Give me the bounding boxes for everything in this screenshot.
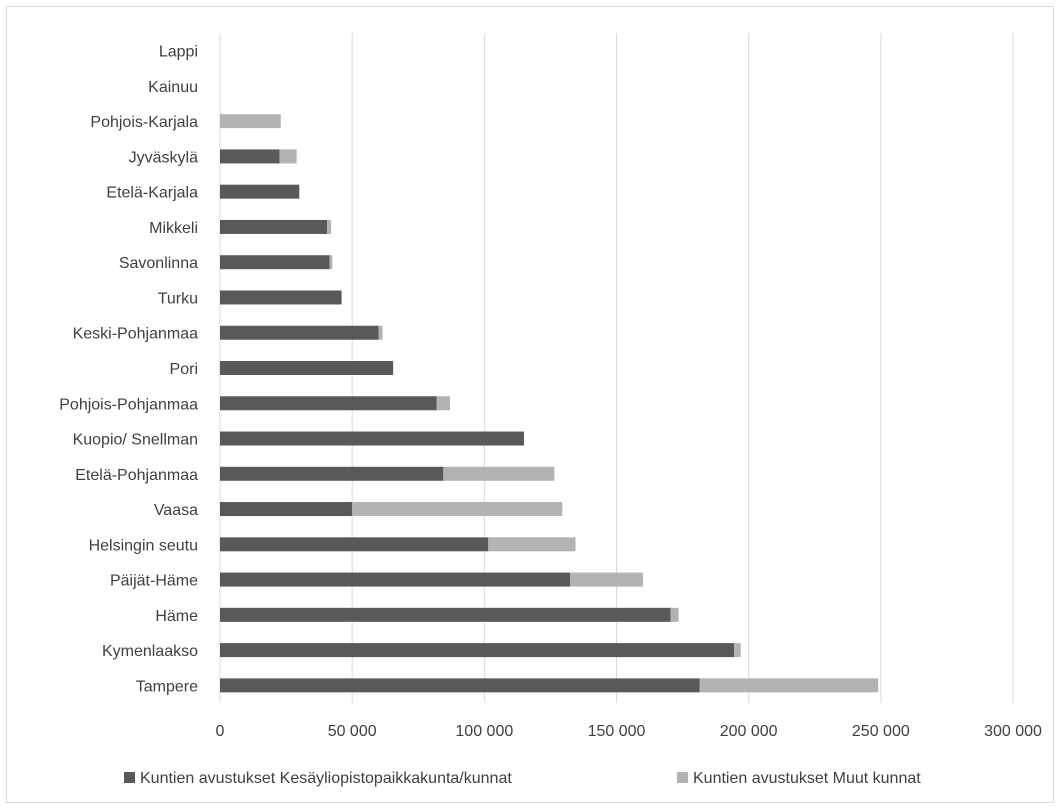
category-label: Savonlinna xyxy=(119,255,198,272)
bar-segment-muut xyxy=(329,255,333,270)
legend-swatch xyxy=(677,772,688,783)
legend-swatch xyxy=(124,772,135,783)
category-label: Mikkeli xyxy=(149,220,198,237)
bar-segment-kesayliopisto xyxy=(220,466,444,481)
category-label: Helsingin seutu xyxy=(89,537,198,554)
chart-frame xyxy=(6,6,1054,803)
bar-segment-kesayliopisto xyxy=(220,361,394,375)
x-tick-labels: 0 50 000 100 000 150 000 200 000 250 000 300 0… xyxy=(216,723,1042,740)
category-label: Pohjois-Karjala xyxy=(90,114,198,131)
category-label: Kuopio/ Snellman xyxy=(73,432,198,449)
category-label: Kymenlaakso xyxy=(102,643,198,660)
bar-segment-kesayliopisto xyxy=(220,290,342,305)
bar-segment-muut xyxy=(670,607,679,622)
category-label: Pori xyxy=(170,361,198,378)
bar-segment-muut xyxy=(488,537,576,552)
legend-label: Kuntien avustukset Kesäyliopistopaikkaku… xyxy=(140,770,512,787)
category-label: Tampere xyxy=(136,678,198,695)
x-tick-label: 250 000 xyxy=(852,723,910,740)
bar-segment-muut xyxy=(734,643,741,658)
bar-segment-kesayliopisto xyxy=(220,607,671,622)
bar-segment-muut xyxy=(279,149,297,164)
category-labels: Lappi Kainuu Pohjois-Karjala Jyväskylä Etelä… xyxy=(59,44,198,696)
bar-segment-muut xyxy=(570,572,643,587)
bar-segment-muut xyxy=(443,466,555,481)
bar-segment-muut xyxy=(220,114,281,129)
gridlines xyxy=(219,33,1014,703)
x-tick-label: 200 000 xyxy=(720,723,778,740)
category-label: Keski-Pohjanmaa xyxy=(73,326,199,343)
legend: Kuntien avustukset Kesäyliopistopaikkaku… xyxy=(124,770,921,787)
bar-segment-muut xyxy=(327,219,332,234)
bar-segment-kesayliopisto xyxy=(220,502,353,517)
category-label: Etelä-Pohjanmaa xyxy=(75,467,198,484)
bar-segment-kesayliopisto xyxy=(220,431,524,446)
bar-segment-kesayliopisto xyxy=(220,325,379,340)
bar-segment-muut xyxy=(378,325,383,340)
bar-segment-kesayliopisto xyxy=(220,537,489,552)
bar-segment-kesayliopisto xyxy=(220,678,700,693)
bar-segment-muut xyxy=(352,502,563,517)
bar-segment-kesayliopisto xyxy=(220,184,300,199)
category-label: Jyväskylä xyxy=(129,149,198,166)
x-tick-label: 100 000 xyxy=(455,723,513,740)
category-label: Häme xyxy=(155,608,198,625)
bar-segment-muut xyxy=(436,396,450,411)
category-label: Etelä-Karjala xyxy=(106,185,198,202)
category-label: Turku xyxy=(158,290,198,307)
x-tick-label: 50 000 xyxy=(328,723,377,740)
category-label: Kainuu xyxy=(148,79,198,96)
category-label: Päijät-Häme xyxy=(110,573,198,590)
bar-segment-kesayliopisto xyxy=(220,572,571,587)
bar-segment-kesayliopisto xyxy=(220,396,437,411)
bars xyxy=(220,114,879,693)
category-label: Pohjois-Pohjanmaa xyxy=(59,396,198,413)
x-tick-label: 0 xyxy=(216,723,225,740)
bar-segment-kesayliopisto xyxy=(220,643,735,658)
legend-label: Kuntien avustukset Muut kunnat xyxy=(693,770,921,787)
x-tick-label: 300 000 xyxy=(984,723,1042,740)
x-tick-label: 150 000 xyxy=(588,723,646,740)
category-label: Vaasa xyxy=(154,502,198,519)
bar-segment-muut xyxy=(699,678,879,693)
category-label: Lappi xyxy=(159,44,198,61)
bar-segment-kesayliopisto xyxy=(220,255,330,270)
bar-segment-kesayliopisto xyxy=(220,149,280,164)
bar-segment-kesayliopisto xyxy=(220,219,328,234)
